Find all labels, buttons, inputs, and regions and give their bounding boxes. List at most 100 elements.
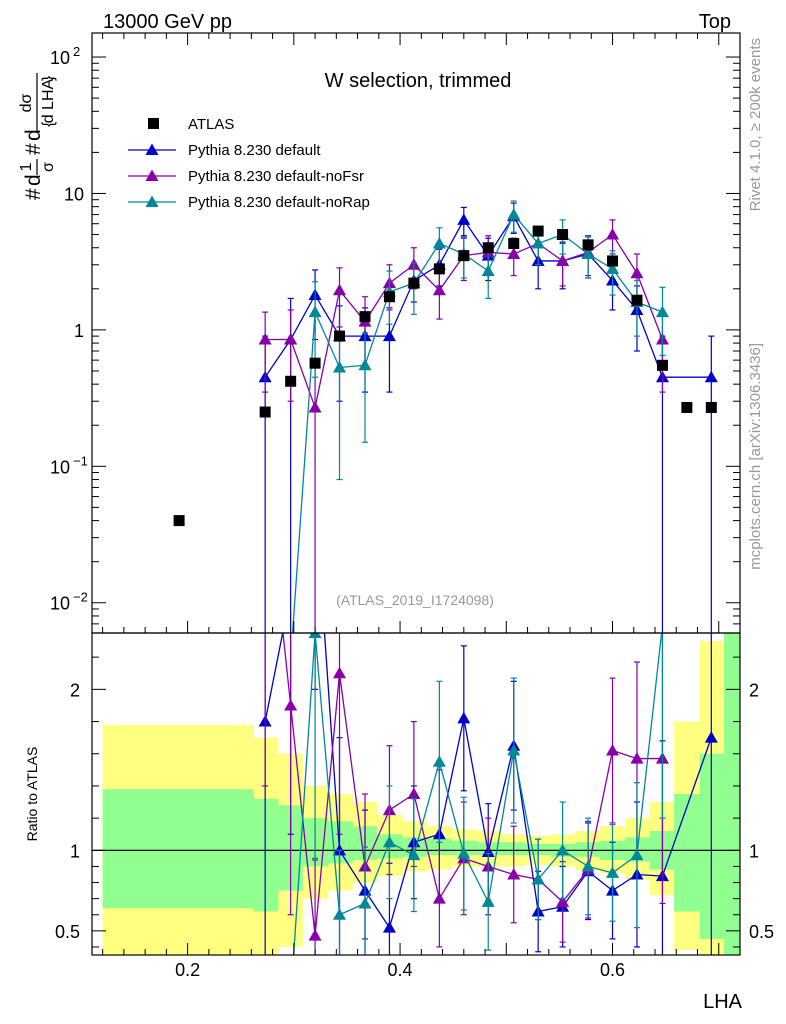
y-axis-label-brace-close: }	[40, 75, 57, 81]
data-point-atlas	[433, 263, 445, 275]
marker-nofsr	[606, 228, 620, 240]
data-point-atlas	[383, 291, 395, 303]
ratio-marker-norap	[581, 859, 595, 872]
y-axis-label-num1: 1	[18, 162, 35, 171]
y-tick-label: 10	[50, 48, 70, 68]
data-point-atlas	[458, 250, 470, 262]
x-axis-label: LHA	[703, 991, 743, 1013]
marker-default	[457, 213, 471, 225]
marker-nofsr	[507, 247, 521, 259]
ratio-marker-nofsr	[284, 698, 298, 711]
ratio-y-tick-label-right: 1	[749, 841, 759, 861]
ratio-y-tick-label-right: 0.5	[749, 922, 774, 942]
marker-nofsr	[258, 333, 272, 345]
ratio-marker-nofsr	[407, 787, 421, 799]
band-green-segment	[674, 794, 701, 912]
y-axis-label: # d 1 σ # d dσ { d LHA }	[18, 73, 57, 200]
y-tick-label: 10	[64, 184, 84, 204]
y-axis-label-hash: #	[22, 188, 45, 200]
ratio-y-tick-label-right: 2	[749, 680, 759, 700]
y-axis-label-hash-2: #	[22, 143, 45, 155]
ratio-marker-norap	[630, 848, 644, 861]
marker-nofsr	[630, 266, 644, 279]
ratio-marker-norap	[382, 835, 396, 848]
y-axis-label-d-2: d	[22, 129, 45, 141]
ratio-y-tick-label: 0.5	[55, 922, 80, 942]
data-point-atlas	[482, 242, 494, 254]
data-point-atlas	[408, 277, 420, 289]
legend-marker-norap	[145, 195, 159, 207]
band-green-segment	[724, 633, 740, 955]
ratio-marker-nofsr	[606, 744, 620, 756]
data-point-atlas	[631, 294, 643, 306]
ratio-marker-norap	[507, 744, 521, 756]
marker-norap	[606, 262, 620, 274]
data-point-atlas	[656, 359, 668, 371]
marker-norap	[358, 358, 372, 371]
ratio-marker-norap	[606, 866, 620, 878]
marker-norap	[581, 247, 595, 259]
marker-norap	[507, 208, 521, 220]
marker-default	[704, 370, 718, 383]
y-tick-label: 10	[50, 457, 70, 477]
ratio-marker-norap	[556, 843, 570, 856]
ratio-marker-norap	[432, 755, 446, 767]
data-point-atlas	[607, 255, 619, 267]
legend-label-atlas: ATLAS	[188, 116, 234, 133]
marker-norap	[432, 236, 446, 249]
data-point-atlas	[173, 515, 185, 527]
legend-label-nofsr: Pythia 8.230 default-noFsr	[188, 168, 364, 185]
mcplots-reference-label: mcplots.cern.ch [arXiv:1306.3436]	[747, 343, 764, 570]
legend-label-default: Pythia 8.230 default	[188, 142, 321, 159]
ratio-marker-norap	[407, 848, 421, 861]
marker-default	[382, 329, 396, 342]
data-point-atlas	[508, 237, 520, 249]
main-series	[173, 200, 718, 633]
ratio-marker-nofsr	[507, 868, 521, 880]
marker-nofsr	[432, 283, 446, 296]
marker-norap	[481, 264, 495, 277]
ratio-y-tick-label: 1	[70, 841, 80, 861]
ratio-marker-norap	[457, 847, 471, 859]
data-point-atlas	[557, 229, 569, 241]
data-point-atlas	[285, 375, 297, 387]
ratio-frame	[91, 632, 741, 956]
y-axis-label-brace-open: {	[40, 121, 57, 127]
legend-marker-nofsr	[145, 169, 159, 181]
plot-title: W selection, trimmed	[325, 70, 512, 92]
analysis-watermark: (ATLAS_2019_I1724098)	[336, 592, 494, 608]
y-tick-label: 1	[74, 321, 84, 341]
legend-label-norap: Pythia 8.230 default-noRap	[188, 194, 370, 211]
data-point-atlas	[334, 330, 346, 342]
marker-nofsr	[308, 400, 322, 413]
ratio-marker-nofsr	[333, 666, 347, 679]
ratio-marker-norap	[308, 633, 322, 638]
header-process: Top	[699, 11, 731, 33]
marker-norap	[333, 360, 347, 373]
marker-norap	[531, 236, 545, 249]
data-point-atlas	[359, 311, 371, 323]
data-point-atlas	[259, 406, 271, 418]
ratio-marker-default	[333, 843, 347, 856]
ratio-marker-nofsr	[432, 892, 446, 904]
ratio-series	[92, 633, 740, 955]
ratio-marker-default	[457, 711, 471, 724]
band-green-segment	[699, 753, 725, 939]
data-point-atlas	[705, 401, 717, 413]
data-point-atlas	[681, 401, 693, 413]
marker-nofsr	[284, 333, 298, 345]
y-axis-label-den2: d LHA	[40, 78, 57, 123]
ratio-marker-norap	[358, 896, 372, 909]
rivet-version-label: Rivet 4.1.0, ≥ 200k events	[747, 38, 764, 211]
x-tick-label: 0.4	[388, 960, 413, 980]
header-energy: 13000 GeV pp	[103, 11, 232, 33]
data-point-atlas	[532, 225, 544, 237]
ratio-y-tick-label: 2	[70, 680, 80, 700]
ratio-marker-norap	[333, 908, 347, 920]
legend: ATLAS Pythia 8.230 default Pythia 8.230 …	[128, 116, 370, 211]
ratio-marker-nofsr	[630, 752, 644, 764]
ratio-marker-default	[382, 921, 396, 933]
x-tick-label: 0.2	[175, 960, 200, 980]
